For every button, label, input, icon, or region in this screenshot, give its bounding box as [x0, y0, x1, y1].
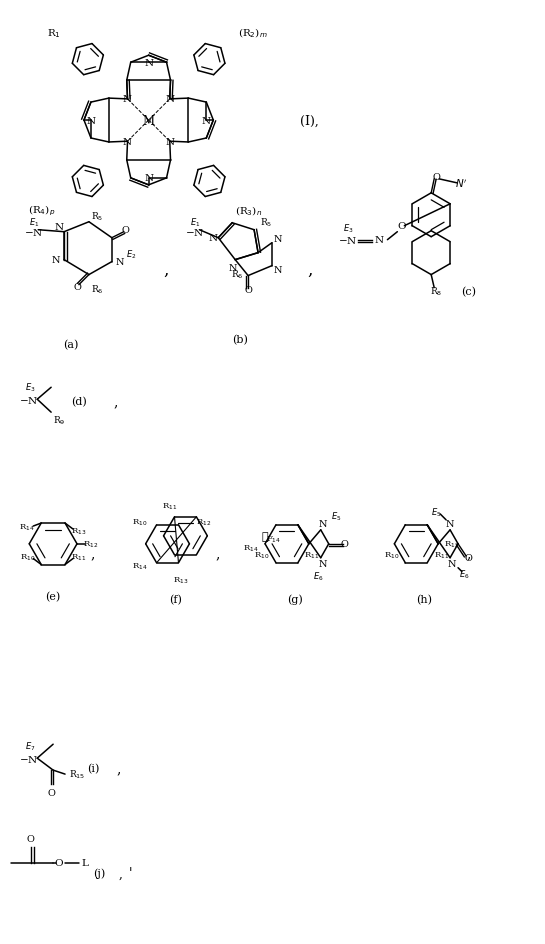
Text: $E_5$: $E_5$	[431, 506, 441, 518]
Text: 及: 及	[262, 531, 268, 541]
Text: O: O	[26, 834, 34, 844]
Text: N: N	[229, 263, 238, 273]
Text: N: N	[375, 236, 384, 244]
Text: N: N	[123, 95, 132, 104]
Text: (R$_2$)$_m$: (R$_2$)$_m$	[238, 26, 268, 40]
Text: (g): (g)	[287, 594, 303, 604]
Text: ,: ,	[163, 261, 168, 278]
Text: $E_1$: $E_1$	[190, 216, 201, 228]
Text: O: O	[122, 226, 130, 235]
Text: R$_1$: R$_1$	[47, 26, 61, 40]
Text: R$_{10}$: R$_{10}$	[255, 550, 270, 561]
Text: (c): (c)	[462, 287, 476, 297]
Text: F$_{14}$: F$_{14}$	[267, 534, 282, 545]
Text: (i): (i)	[87, 763, 99, 773]
Text: ,: ,	[307, 261, 312, 278]
Text: O: O	[432, 173, 440, 182]
Text: N: N	[144, 175, 153, 183]
Text: O: O	[341, 540, 349, 548]
Text: ,: ,	[467, 548, 471, 561]
Text: O: O	[244, 286, 252, 295]
Text: R$_{14}$: R$_{14}$	[132, 561, 148, 571]
Text: N: N	[318, 560, 327, 568]
Text: N: N	[144, 59, 153, 68]
Text: (j): (j)	[93, 868, 105, 878]
Text: N: N	[209, 234, 218, 243]
Text: R$_{11}$: R$_{11}$	[304, 550, 319, 561]
Text: ,: ,	[215, 548, 220, 561]
Text: (a): (a)	[63, 340, 78, 350]
Text: O: O	[397, 222, 405, 231]
Text: N: N	[165, 95, 174, 104]
Text: $E_5$: $E_5$	[331, 510, 342, 523]
Text: R$_{14}$: R$_{14}$	[243, 543, 259, 553]
Text: O: O	[55, 858, 63, 868]
Text: R$_{13}$: R$_{13}$	[71, 526, 87, 537]
Text: R$_5$: R$_5$	[260, 216, 272, 228]
Text: (R$_4$)$_p$: (R$_4$)$_p$	[28, 203, 55, 218]
Text: O: O	[464, 554, 472, 563]
Text: R$_{11}$: R$_{11}$	[71, 551, 87, 563]
Text: $-$N: $-$N	[185, 227, 205, 238]
Text: $E_1$: $E_1$	[29, 216, 39, 228]
Text: N: N	[52, 256, 60, 265]
Text: $E_3$: $E_3$	[343, 222, 353, 235]
Text: R$_{15}$: R$_{15}$	[69, 768, 86, 781]
Text: (d): (d)	[71, 396, 87, 407]
Text: O: O	[47, 787, 55, 797]
Text: R$_{12}$: R$_{12}$	[83, 539, 99, 549]
Text: N: N	[318, 520, 327, 529]
Text: $E_7$: $E_7$	[25, 740, 36, 752]
Text: R$_{10}$: R$_{10}$	[20, 551, 35, 563]
Text: R$_8$: R$_8$	[430, 285, 443, 297]
Text: (R$_3$)$_n$: (R$_3$)$_n$	[234, 204, 262, 217]
Text: L: L	[82, 858, 88, 868]
Text: $E_6$: $E_6$	[459, 568, 469, 581]
Text: (b): (b)	[232, 335, 248, 346]
Text: R$_{10}$: R$_{10}$	[384, 550, 399, 561]
Text: N: N	[123, 138, 132, 146]
Text: R$_{11}$: R$_{11}$	[433, 550, 449, 561]
Text: $E_3$: $E_3$	[25, 381, 36, 394]
Text: N: N	[274, 266, 282, 275]
Text: $N'$: $N'$	[455, 177, 467, 190]
Text: N: N	[116, 258, 124, 267]
Text: R$_{12}$: R$_{12}$	[196, 517, 211, 528]
Text: ,: ,	[90, 548, 95, 561]
Text: $-$N: $-$N	[19, 395, 39, 405]
Text: R$_6$: R$_6$	[90, 283, 103, 295]
Text: R$_5$: R$_5$	[90, 211, 103, 223]
Text: N: N	[54, 223, 64, 232]
Text: M: M	[143, 114, 155, 127]
Text: R$_6$: R$_6$	[231, 268, 244, 280]
Text: R$_{14}$: R$_{14}$	[20, 522, 35, 532]
Text: $-$N: $-$N	[25, 227, 44, 238]
Text: ': '	[129, 867, 132, 880]
Text: R$_{13}$: R$_{13}$	[173, 575, 188, 585]
Text: N: N	[274, 235, 282, 244]
Text: R$_{11}$: R$_{11}$	[162, 501, 177, 512]
Text: ,: ,	[113, 395, 118, 409]
Text: $E_6$: $E_6$	[313, 570, 324, 582]
Text: $E_2$: $E_2$	[126, 248, 137, 261]
Text: N: N	[165, 138, 174, 146]
Text: $-$N: $-$N	[19, 753, 39, 764]
Text: (h): (h)	[416, 594, 432, 604]
Text: ,: ,	[119, 867, 123, 880]
Text: (I),: (I),	[300, 114, 319, 127]
Text: ,: ,	[117, 761, 121, 775]
Text: (f): (f)	[169, 594, 182, 604]
Text: N: N	[202, 116, 211, 126]
Text: N: N	[448, 560, 456, 568]
Text: N: N	[86, 116, 95, 126]
Text: R$_{12}$: R$_{12}$	[444, 539, 460, 549]
Text: $-$N: $-$N	[338, 235, 357, 246]
Text: (e): (e)	[45, 591, 60, 601]
Text: R$_9$: R$_9$	[53, 414, 65, 427]
Text: O: O	[73, 283, 81, 292]
Text: R$_{10}$: R$_{10}$	[132, 517, 147, 528]
Text: N: N	[446, 520, 455, 529]
